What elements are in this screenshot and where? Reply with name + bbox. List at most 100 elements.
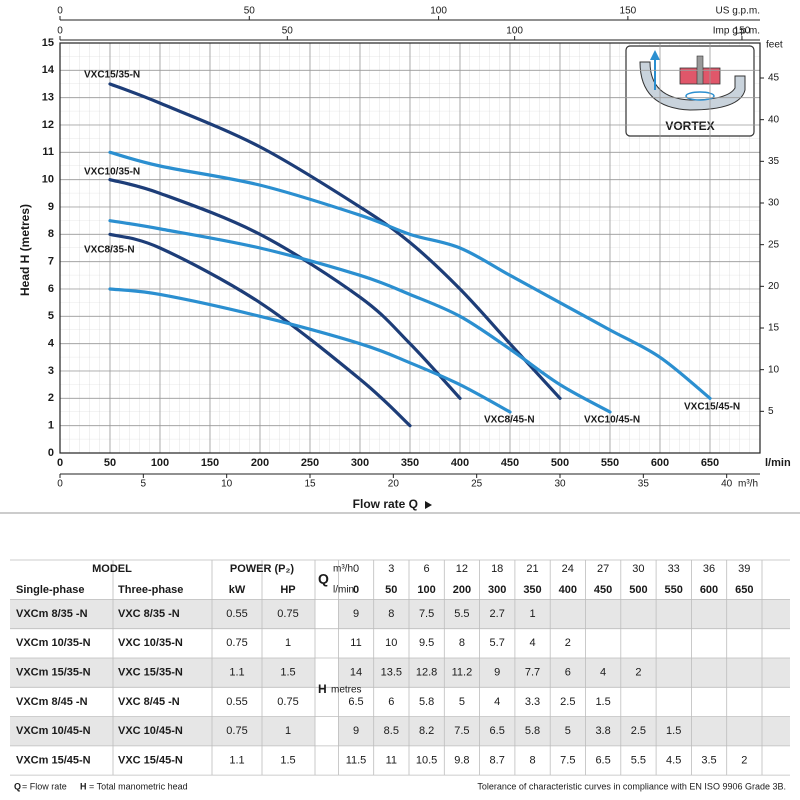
x-tick-label: 0 [57, 457, 63, 469]
model-three: VXC 15/35-N [118, 667, 183, 679]
power-hp: 1 [285, 637, 291, 649]
x-axis-title: Flow rate Q [353, 497, 418, 511]
head-value: 5 [565, 725, 571, 737]
head-value: 6.5 [490, 725, 505, 737]
top-tick-label: 150 [734, 26, 751, 37]
head-value: 7.5 [419, 608, 434, 620]
q-lmin: 600 [700, 584, 718, 596]
row-band [10, 599, 315, 629]
q-m3h: 30 [632, 563, 644, 575]
right-tick-label: 35 [768, 156, 780, 167]
y-tick-label: 6 [48, 283, 54, 295]
right-tick-label: 25 [768, 239, 780, 250]
head-value: 1.5 [666, 725, 681, 737]
table-header: H [318, 682, 327, 696]
y-axis-title: Head H (metres) [18, 204, 32, 296]
x-tick-label: 450 [501, 457, 519, 469]
head-value: 9 [353, 608, 359, 620]
row-band [338, 716, 790, 746]
q-lmin: 100 [417, 584, 435, 596]
right-axis-unit: feet [766, 40, 783, 51]
model-three: VXC 10/45-N [118, 725, 183, 737]
head-value: 8.2 [419, 725, 434, 737]
head-value: 13.5 [381, 667, 402, 679]
q-lmin: 0 [353, 584, 359, 596]
x-tick-label: 50 [104, 457, 116, 469]
model-single: VXCm 8/35 -N [16, 608, 88, 620]
head-value: 5.8 [419, 696, 434, 708]
head-value: 9.5 [419, 637, 434, 649]
table-header: Q [318, 571, 329, 587]
head-value: 5.7 [490, 637, 505, 649]
x-tick-label: 400 [451, 457, 469, 469]
head-value: 8 [388, 608, 394, 620]
series-label: VXC10/35-N [84, 167, 140, 178]
x-tick-label: 250 [301, 457, 319, 469]
table-header: m³/h [333, 564, 353, 575]
bottom-tick-label: 15 [304, 479, 316, 490]
q-lmin: 500 [629, 584, 647, 596]
series-label: VXC15/35-N [84, 70, 140, 81]
head-value: 9 [494, 667, 500, 679]
right-tick-label: 20 [768, 281, 780, 292]
q-m3h: 3 [388, 563, 394, 575]
power-kw: 0.75 [226, 637, 247, 649]
head-value: 1.5 [595, 696, 610, 708]
bottom-tick-label: 0 [57, 479, 63, 490]
head-value: 11.5 [346, 754, 367, 766]
x-tick-label: 100 [151, 457, 169, 469]
series-label: VXC15/45-N [684, 402, 740, 413]
top-axis-unit: Imp g.p.m. [713, 26, 760, 37]
x-tick-label: 300 [351, 457, 369, 469]
head-value: 6 [565, 667, 571, 679]
head-value: 9.8 [454, 754, 469, 766]
curve [108, 232, 412, 428]
y-tick-label: 13 [42, 92, 54, 104]
plot-frame [59, 42, 761, 454]
power-kw: 1.1 [229, 667, 244, 679]
bottom-tick-label: 10 [221, 479, 233, 490]
head-value: 4 [600, 667, 606, 679]
top-tick-label: 50 [282, 26, 294, 37]
right-tick-label: 10 [768, 364, 780, 375]
y-tick-label: 12 [42, 119, 54, 131]
head-value: 4 [529, 637, 535, 649]
head-value: 4 [494, 696, 500, 708]
top-tick-label: 100 [430, 6, 447, 17]
table-header: HP [280, 584, 295, 596]
curve [108, 219, 612, 414]
q-m3h: 24 [562, 563, 574, 575]
head-value: 5.8 [525, 725, 540, 737]
model-single: VXCm 15/45-N [16, 754, 91, 766]
row-band [338, 658, 790, 688]
y-tick-label: 2 [48, 392, 54, 404]
q-lmin: 400 [559, 584, 577, 596]
head-value: 4.5 [666, 754, 681, 766]
head-value: 6.5 [595, 754, 610, 766]
head-value: 2 [565, 637, 571, 649]
q-lmin: 650 [735, 584, 753, 596]
head-value: 6.5 [348, 696, 363, 708]
curve [108, 150, 712, 400]
footer: = Total manometric head [89, 781, 188, 791]
x-tick-label: 650 [701, 457, 719, 469]
right-tick-label: 15 [768, 323, 780, 334]
q-m3h: 21 [526, 563, 538, 575]
row-band [10, 716, 315, 746]
inset-label: VORTEX [665, 119, 714, 133]
top-tick-label: 150 [620, 6, 637, 17]
head-value: 9 [353, 725, 359, 737]
head-value: 5 [459, 696, 465, 708]
bottom-tick-label: 25 [471, 479, 483, 490]
bottom-tick-label: 30 [554, 479, 566, 490]
q-m3h: 36 [703, 563, 715, 575]
power-hp: 1 [285, 725, 291, 737]
model-single: VXCm 10/35-N [16, 637, 91, 649]
head-value: 3.8 [595, 725, 610, 737]
footer: Tolerance of characteristic curves in co… [477, 781, 786, 791]
top-tick-label: 100 [506, 26, 523, 37]
x-unit: l/min [765, 457, 791, 469]
power-hp: 0.75 [277, 608, 298, 620]
bottom-tick-label: 40 [721, 479, 733, 490]
